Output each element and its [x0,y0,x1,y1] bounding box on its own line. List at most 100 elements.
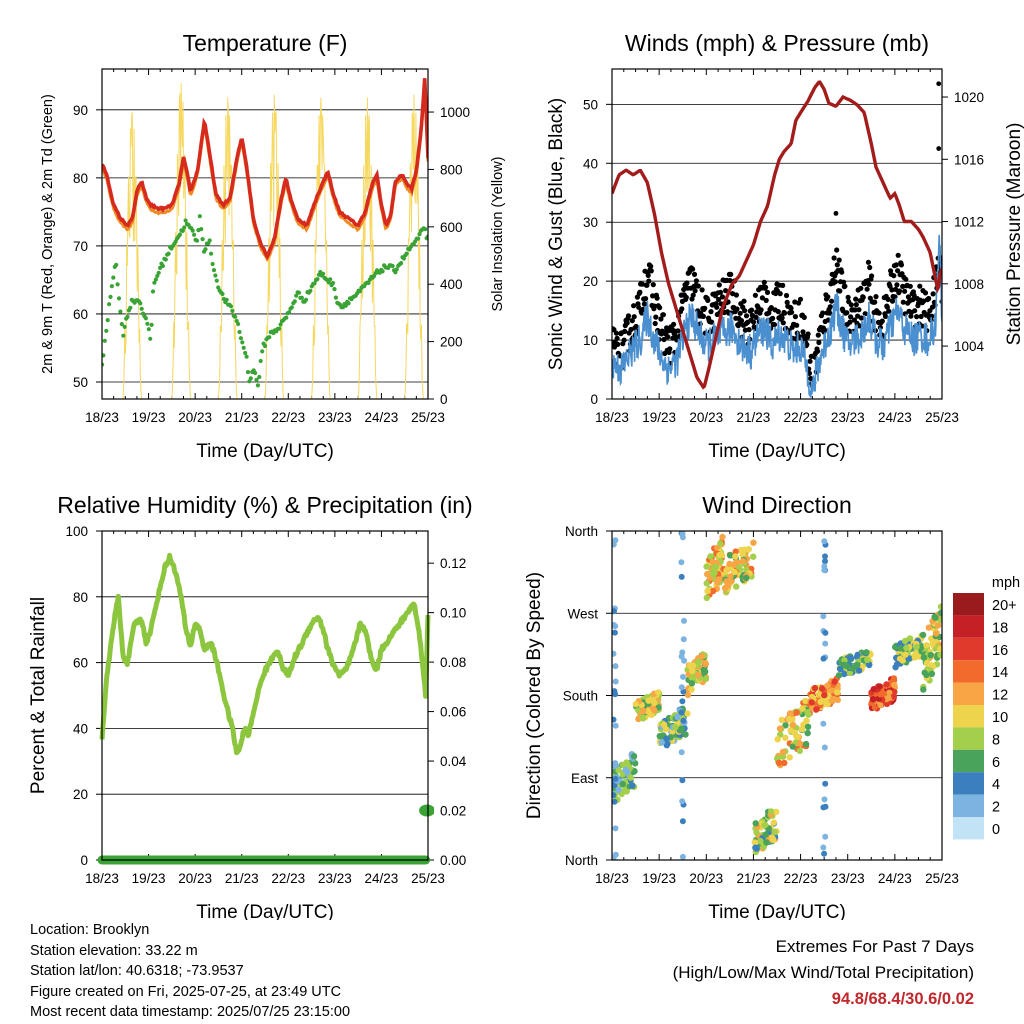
gust-point [624,320,630,326]
extremes-subtitle: (High/Low/Max Wind/Total Precipitation) [672,963,974,982]
gust-point [714,304,720,310]
gust-point [636,304,642,310]
dewpoint-point [128,305,133,310]
dewpoint-point [233,314,238,319]
direction-point [689,667,696,675]
legend-swatch [953,794,984,817]
direction-point [802,740,810,748]
direction-streak-point [612,855,617,860]
direction-point [775,759,783,766]
direction-streak-point [680,717,687,724]
y-tick-label: North [565,853,598,868]
dewpoint-point [148,336,153,341]
direction-streak-point [822,640,829,647]
gust-point [792,314,799,320]
dewpoint-point [321,271,326,276]
direction-point [847,654,854,662]
dewpoint-point [108,294,113,299]
gust-point [797,296,804,302]
gust-point [631,303,637,309]
dewpoint-point [209,251,214,256]
direction-point [919,631,927,639]
direction-point [629,782,636,789]
gust-point [768,305,774,311]
y-tick-label: 70 [73,239,88,254]
direction-point [709,587,717,595]
direction-point [627,774,634,781]
legend-label: 12 [992,688,1008,704]
gust-point [844,310,850,316]
x-tick-label: 18/23 [85,871,119,886]
gust-point [717,289,724,295]
gust-point [847,319,853,325]
y2-tick-label: 200 [440,335,463,350]
legend-swatch [953,705,984,728]
dewpoint-point [122,324,127,329]
x-tick-label: 23/23 [831,410,865,425]
gust-point [738,318,745,324]
gust-point [911,292,917,298]
dewpoint-point [357,289,363,294]
dewpoint-point [399,261,404,266]
gust-point [654,295,660,301]
direction-point [663,735,670,742]
dewpoint-point [330,280,336,286]
direction-point [831,678,838,685]
legend-swatch [953,727,984,750]
gust-point [692,288,698,294]
direction-point [808,699,815,706]
gust-point [805,331,811,337]
gust-point [893,262,899,268]
plot-border [611,68,943,400]
gust-point [900,299,906,305]
direction-streak-point [679,798,686,805]
direction-streak-point [612,629,618,636]
direction-streak-point [612,792,617,799]
direction-point [716,551,723,559]
direction-point [830,696,837,703]
dewpoint-point [146,327,151,332]
gust-point [737,310,743,316]
gust-point [691,271,698,277]
gust-point [775,309,781,315]
dewpoint-point [284,315,289,320]
x-tick-label: 21/23 [225,410,259,425]
solar-series-day-5 [311,97,331,399]
gust-point [716,296,722,303]
legend-label: 16 [992,643,1008,659]
direction-point [724,582,732,589]
direction-streak-point [612,798,618,805]
direction-point [714,579,721,586]
gust-point [625,313,632,319]
y-tick-label: West [567,606,598,621]
gust-outlier [833,210,839,216]
direction-point [864,656,871,663]
direction-point [779,748,787,756]
wind-series-line [612,234,942,398]
dewpoint-point [150,289,156,294]
x-tick-label: 20/23 [178,410,212,425]
gust-point [903,276,909,282]
dewpoint-point [149,322,154,327]
gust-point [910,297,916,303]
direction-point [684,691,692,699]
x-tick-label: 21/23 [225,871,259,886]
gust-point [633,323,639,330]
x-axis-label: Time (Day/UTC) [708,902,846,920]
gust-point [895,268,901,274]
dewpoint-point [183,218,188,223]
direction-point [855,667,863,674]
direction-point [771,828,779,836]
gust-point [804,342,810,348]
direction-point [656,733,663,740]
dewpoint-point [115,282,120,287]
gust-point [914,314,920,320]
y2-tick-label: 0 [440,392,448,407]
gust-point [853,302,859,308]
direction-point [717,540,724,547]
gust-point [645,272,651,278]
direction-point [854,661,861,668]
direction-point [899,657,906,664]
gust-point [908,313,914,319]
gust-point [927,308,933,314]
